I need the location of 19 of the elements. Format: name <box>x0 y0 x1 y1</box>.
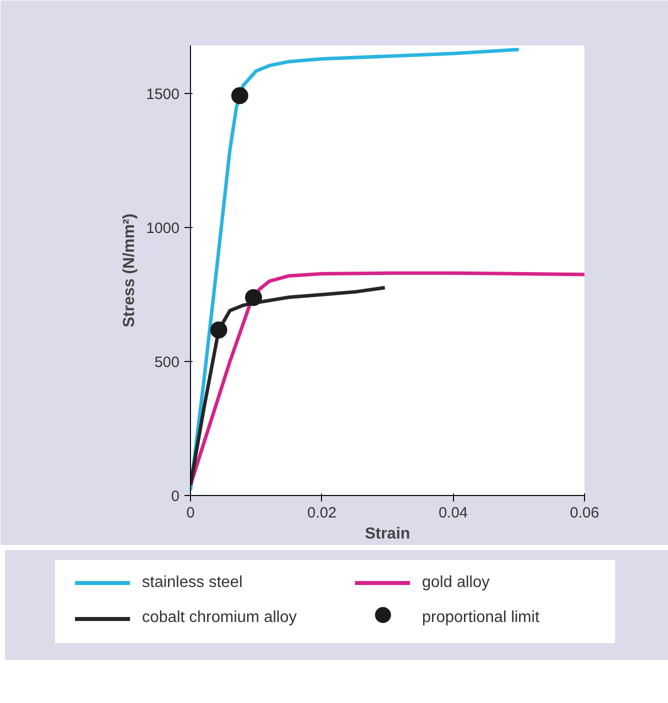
x-tick-label: 0.04 <box>438 504 468 522</box>
y-tick-label: 1500 <box>146 86 180 104</box>
y-axis-title: Stress (N/mm²) <box>121 214 138 328</box>
y-tick-label: 500 <box>154 354 180 372</box>
y-tick-label: 1000 <box>146 220 180 238</box>
line-series <box>190 286 387 487</box>
legend-label: gold alloy <box>422 573 490 593</box>
line-series <box>190 48 521 492</box>
x-tick-label: 0.06 <box>570 504 600 522</box>
point <box>210 321 228 338</box>
point <box>231 87 248 104</box>
legend-label: stainless steel <box>142 573 242 593</box>
x-axis-title: Strain <box>364 526 410 542</box>
y-tick-label: 0 <box>171 488 180 505</box>
x-tick-label: 0.02 <box>307 504 336 522</box>
legend-label: proportional limit <box>422 608 540 628</box>
point <box>245 289 262 306</box>
legend-label: cobalt chromium alloy <box>142 608 297 628</box>
x-tick-label: 0 <box>186 504 195 522</box>
